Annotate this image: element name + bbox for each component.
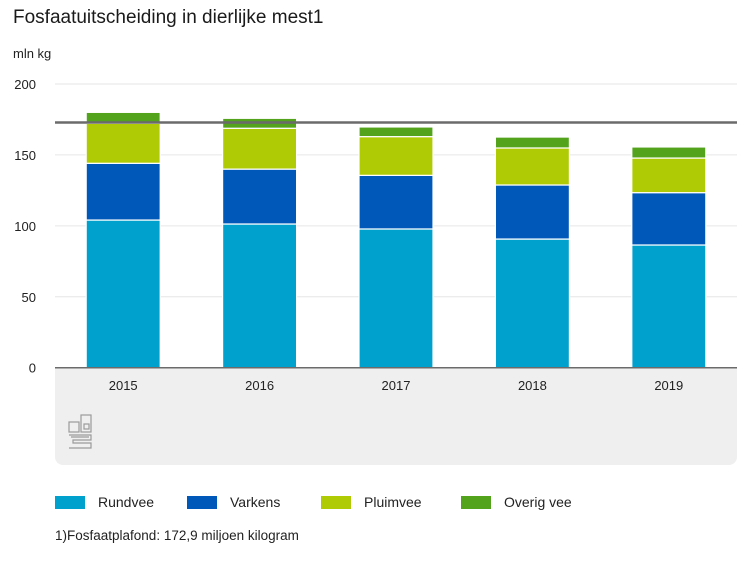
bar-segment-pluimvee <box>494 147 570 186</box>
x-tick-label: 2018 <box>518 378 547 393</box>
legend-label: Varkens <box>230 494 281 510</box>
bar-segment-rundvee <box>85 219 161 369</box>
legend-item-pluimvee[interactable]: Pluimvee <box>321 494 461 510</box>
x-tick-label: 2015 <box>109 378 138 393</box>
legend-label: Pluimvee <box>364 494 422 510</box>
bar-segment-varkens <box>494 184 570 240</box>
legend-item-varkens[interactable]: Varkens <box>187 494 321 510</box>
y-tick-label: 50 <box>22 290 36 305</box>
x-tick-label: 2019 <box>654 378 683 393</box>
bar-segment-overig-vee <box>494 136 570 149</box>
bar-segment-pluimvee <box>222 127 298 170</box>
y-tick-label: 0 <box>29 361 36 376</box>
bar-segment-pluimvee <box>631 157 707 194</box>
legend-swatch-varkens <box>187 495 217 509</box>
y-tick-label: 200 <box>14 77 36 92</box>
bar-segment-overig-vee <box>358 126 434 138</box>
legend: Rundvee Varkens Pluimvee Overig vee <box>55 494 572 510</box>
bar-segment-rundvee <box>494 238 570 369</box>
legend-swatch-rundvee <box>55 495 85 509</box>
y-axis-label: mln kg <box>13 46 52 61</box>
bar-segment-varkens <box>222 168 298 225</box>
chart-canvas: 0 50 100 150 200 2015 2016 2017 2018 2019 <box>14 77 737 393</box>
bar-segment-varkens <box>358 174 434 230</box>
bar-segment-varkens <box>631 192 707 246</box>
bar-segment-rundvee <box>631 244 707 369</box>
legend-item-rundvee[interactable]: Rundvee <box>55 494 187 510</box>
cbs-logo-icon <box>68 414 92 449</box>
bar-segment-rundvee <box>222 223 298 369</box>
footnote: 1)Fosfaatplafond: 172,9 miljoen kilogram <box>55 528 299 543</box>
legend-swatch-pluimvee <box>321 495 351 509</box>
bar-segment-varkens <box>85 162 161 221</box>
bar-segment-overig-vee <box>631 146 707 159</box>
x-axis-panel <box>55 368 737 465</box>
bar-segment-rundvee <box>358 228 434 369</box>
chart-title: Fosfaatuitscheiding in dierlijke mest1 <box>13 7 324 28</box>
legend-label: Rundvee <box>98 494 155 510</box>
y-tick-label: 100 <box>14 219 36 234</box>
bar-segment-pluimvee <box>85 122 161 164</box>
x-tick-label: 2016 <box>245 378 274 393</box>
legend-swatch-overig-vee <box>461 495 491 509</box>
bar-segment-pluimvee <box>358 136 434 176</box>
x-tick-label: 2017 <box>382 378 411 393</box>
y-tick-label: 150 <box>14 148 36 163</box>
legend-label: Overig vee <box>504 494 572 510</box>
legend-item-overig-vee[interactable]: Overig vee <box>461 494 572 510</box>
